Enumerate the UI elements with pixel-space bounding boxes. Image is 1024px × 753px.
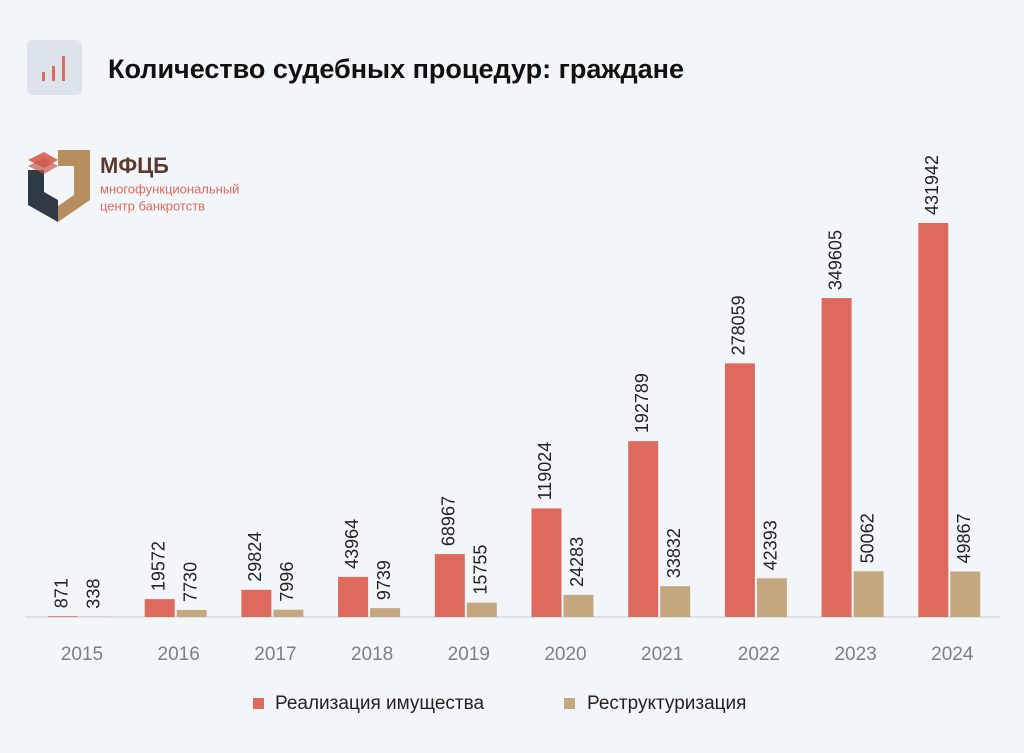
value-label: 192789 (632, 373, 652, 433)
value-label: 29824 (245, 532, 265, 582)
bar (273, 609, 304, 617)
logo-shape (58, 150, 90, 222)
value-label: 15755 (471, 545, 491, 595)
value-label: 119024 (535, 442, 555, 501)
value-label: 431942 (922, 155, 942, 215)
logo-shape (28, 158, 58, 174)
bar (821, 298, 852, 617)
x-tick-label: 2023 (834, 644, 876, 665)
value-label: 42393 (761, 520, 781, 570)
value-label: 7996 (277, 562, 297, 602)
bar (563, 594, 594, 617)
value-label: 9739 (374, 560, 394, 600)
x-tick-label: 2015 (61, 644, 103, 665)
value-label: 338 (84, 579, 104, 609)
bar (241, 589, 272, 617)
x-tick-label: 2017 (254, 644, 296, 665)
icon-bar (52, 66, 55, 81)
bar (950, 571, 981, 617)
bar (724, 363, 755, 617)
value-label: 278059 (729, 295, 749, 355)
bar (144, 599, 175, 617)
x-tick-label: 2016 (158, 644, 200, 665)
bar (176, 609, 207, 617)
value-label: 68967 (439, 496, 459, 546)
logo-line: центр банкротств (100, 198, 205, 213)
value-label: 7730 (180, 562, 200, 602)
legend-swatch (253, 698, 264, 709)
icon-bar (62, 56, 65, 81)
value-label: 43964 (342, 519, 362, 569)
value-label: 33832 (664, 528, 684, 578)
value-label: 24283 (567, 537, 587, 587)
bar (531, 508, 562, 617)
bar (853, 571, 884, 617)
value-label: 49867 (954, 513, 974, 563)
x-tick-label: 2022 (738, 644, 780, 665)
icon-bar (42, 72, 45, 81)
x-tick-label: 2024 (931, 644, 974, 665)
value-label: 349605 (825, 230, 845, 290)
x-tick-label: 2018 (351, 644, 393, 665)
x-tick-label: 2021 (641, 644, 683, 665)
chart-title: Количество судебных процедур: граждане (108, 54, 684, 84)
legend-swatch (564, 698, 575, 709)
bar (370, 608, 401, 617)
legend-label: Реструктуризация (587, 693, 746, 714)
bar (434, 554, 465, 617)
x-tick-label: 2019 (448, 644, 490, 665)
bar (756, 578, 787, 617)
bar (48, 616, 78, 617)
bar (466, 602, 497, 617)
logo-shape (28, 170, 58, 222)
logo: МФЦБ многофункциональный центр банкротст… (28, 150, 239, 222)
bar (628, 441, 659, 617)
bar (918, 223, 949, 617)
value-label: 50062 (857, 513, 877, 563)
x-tick-label: 2020 (544, 644, 586, 665)
logo-name: МФЦБ (100, 153, 169, 178)
bar (338, 576, 369, 617)
value-label: 871 (52, 578, 72, 608)
value-label: 19572 (148, 541, 168, 591)
legend-label: Реализация имущества (275, 693, 484, 714)
logo-line: многофункциональный (100, 181, 239, 196)
bar (660, 586, 691, 617)
